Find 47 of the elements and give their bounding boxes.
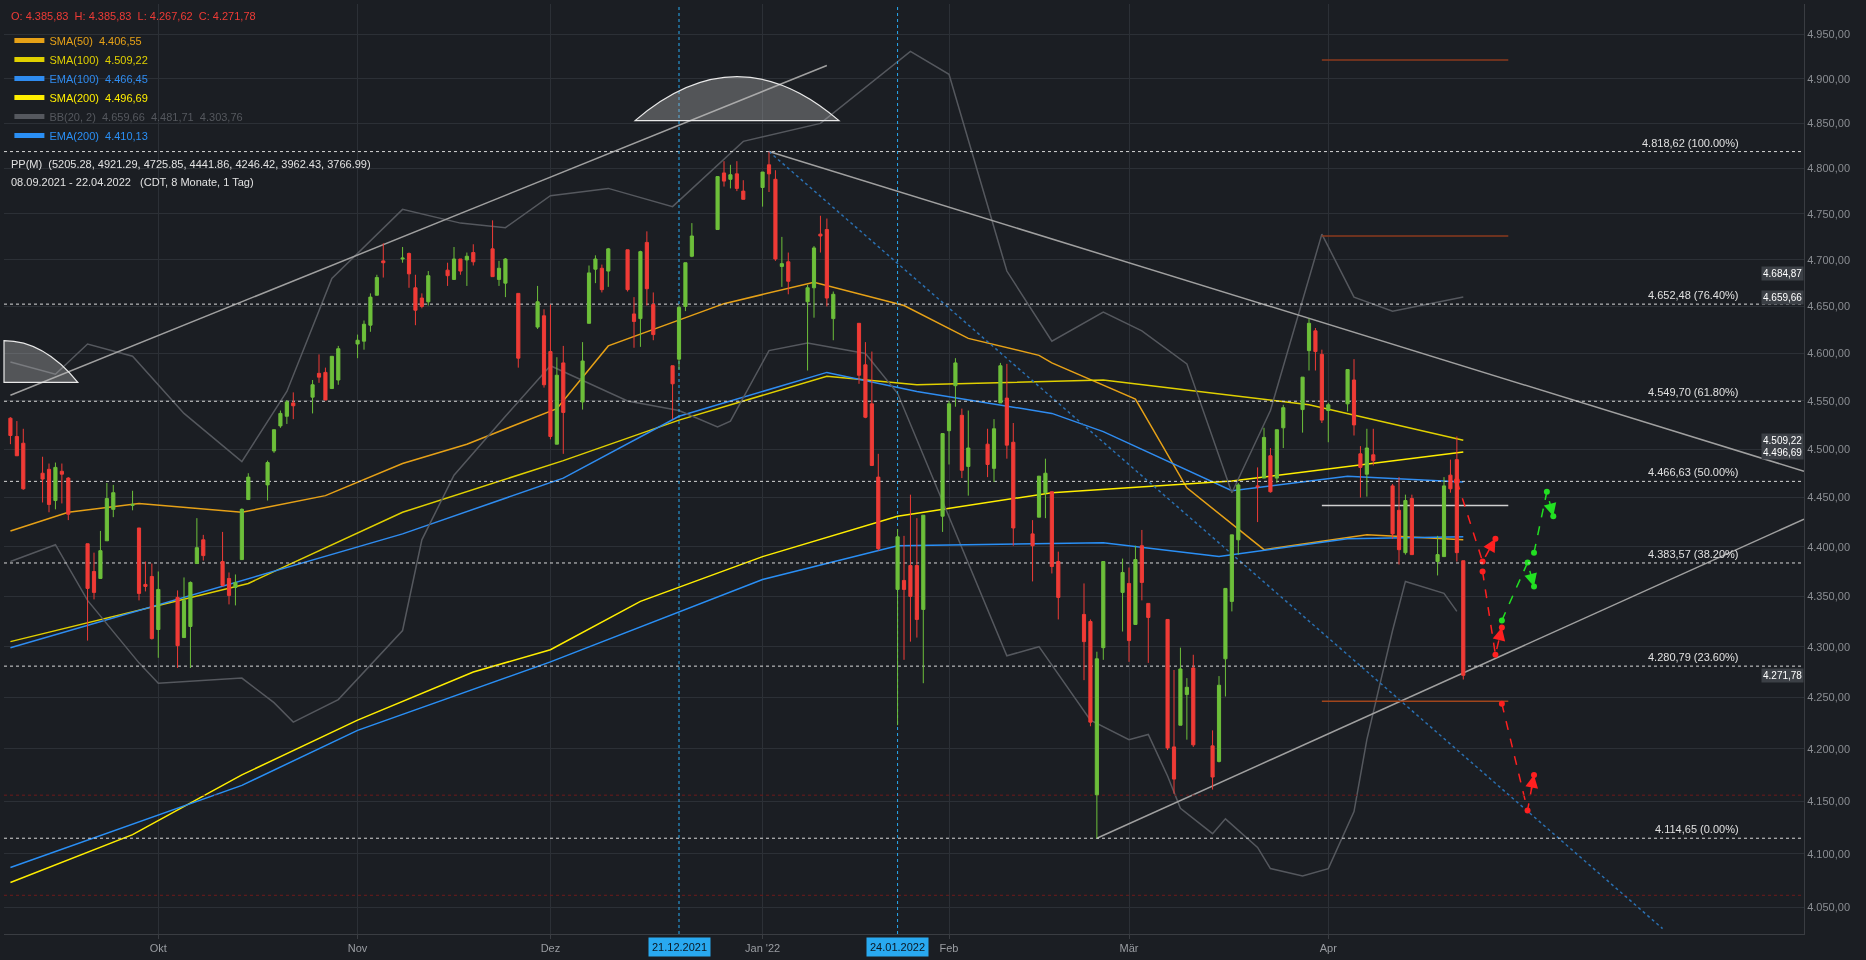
y-tick-label: 4.100,00	[1807, 847, 1851, 860]
y-tick-label: 4.200,00	[1807, 742, 1851, 755]
x-tick-label: Apr	[1319, 942, 1338, 955]
y-tick-label: 4.150,00	[1807, 794, 1851, 807]
y-tick-label: 4.700,00	[1807, 253, 1851, 266]
legend-label: SMA(50) 4.406,55	[49, 34, 142, 47]
ref-line-label: 4.652,48 (76.40%)	[1648, 289, 1739, 301]
y-tick-label: 4.600,00	[1807, 347, 1851, 360]
x-tick-label: Feb	[939, 942, 959, 955]
y-tick-label: 4.900,00	[1807, 72, 1851, 85]
legend-label: EMA(100) 4.466,45	[49, 72, 148, 85]
x-tick-label: Dez	[540, 942, 561, 955]
annotation: 4.509,22	[1763, 435, 1803, 446]
legend-label: SMA(100) 4.509,22	[49, 53, 148, 66]
x-tick-label: Nov	[347, 942, 368, 955]
legend-label: EMA(200) 4.410,13	[49, 129, 148, 142]
ref-line-label: 24.01.2022	[870, 941, 926, 953]
y-tick-label: 4.650,00	[1807, 300, 1851, 313]
ref-line-label: 4.466,63 (50.00%)	[1648, 466, 1739, 478]
x-tick-label: Jan '22	[745, 942, 781, 955]
annotation: O: 4.385,83 H: 4.385,83 L: 4.267,62 C: 4.271,78	[11, 10, 256, 22]
y-tick-label: 4.800,00	[1807, 162, 1851, 175]
y-tick-label: 4.450,00	[1807, 491, 1851, 504]
y-tick-label: 4.550,00	[1807, 394, 1851, 407]
y-tick-label: 4.950,00	[1807, 28, 1851, 41]
ref-line-label: 4.549,70 (61.80%)	[1648, 386, 1739, 398]
legend-label: SMA(200) 4.496,69	[49, 91, 148, 104]
ref-line-label: 4.818,62 (100.00%)	[1642, 137, 1739, 149]
x-tick-label: Mär	[1119, 942, 1139, 955]
annotation: PP(M) (5205.28, 4921.29, 4725.85, 4441.86, 4246.42, 3962.43, 3766.99)	[11, 158, 371, 170]
y-tick-label: 4.250,00	[1807, 691, 1851, 704]
y-tick-label: 4.750,00	[1807, 207, 1851, 220]
ref-line-label: 4.280,79 (23.60%)	[1648, 651, 1739, 663]
y-tick-label: 4.050,00	[1807, 900, 1851, 913]
y-tick-label: 4.350,00	[1807, 590, 1851, 603]
ref-line-label: 21.12.2021	[652, 941, 708, 953]
ref-line-label: 4.114,65 (0.00%)	[1655, 823, 1739, 835]
y-tick-label: 4.400,00	[1807, 540, 1851, 553]
annotation: 4.659,66	[1763, 292, 1803, 303]
annotation: 08.09.2021 - 22.04.2022 (CDT, 8 Monate, 1 Tag)	[11, 176, 254, 188]
y-tick-label: 4.850,00	[1807, 117, 1851, 130]
annotation: 4.496,69	[1763, 447, 1803, 458]
y-tick-label: 4.500,00	[1807, 442, 1851, 455]
y-tick-label: 4.300,00	[1807, 640, 1851, 653]
annotation: 4.684,87	[1763, 268, 1803, 279]
annotation: 4.271,78	[1763, 670, 1803, 681]
x-tick-label: Okt	[149, 942, 167, 955]
